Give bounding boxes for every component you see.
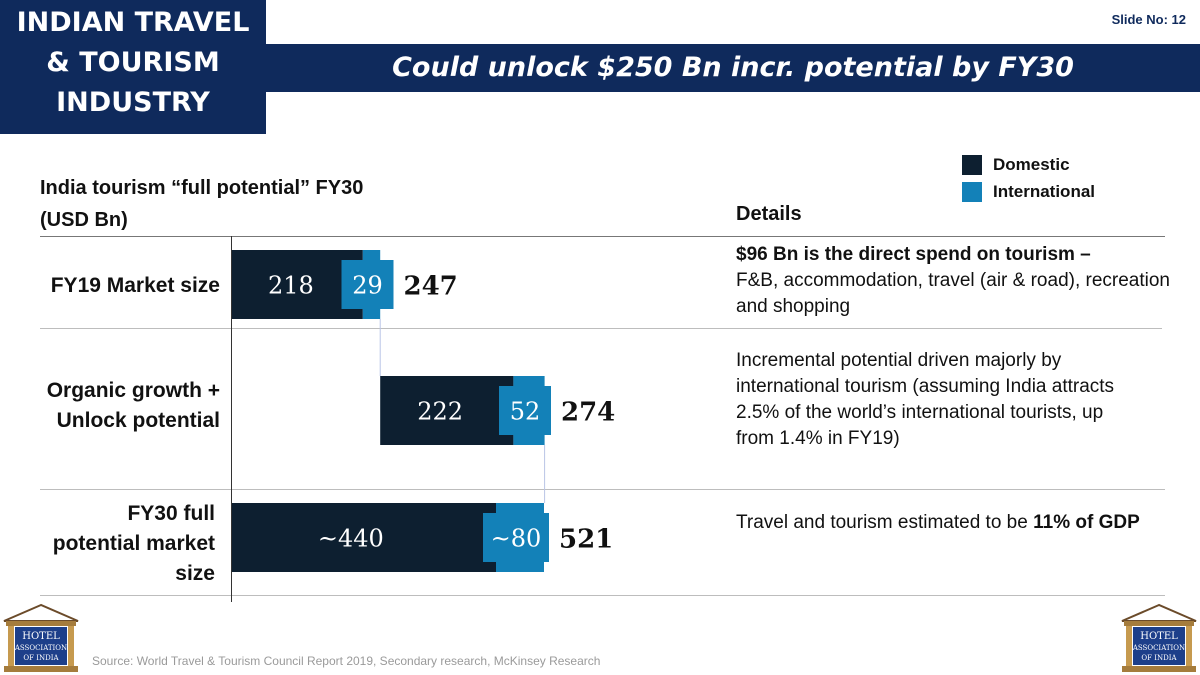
row-label-organic: Organic growth + Unlock potential [47,376,220,436]
logo-text: OF INDIA [23,654,59,662]
bar-international-label-box [499,386,551,435]
data-label-domestic: 218 [268,272,314,300]
legend-item-international: International [962,178,1095,205]
data-label-domestic: 222 [417,398,463,426]
detail-text: Incremental potential driven majorly by … [736,350,1115,449]
row-label-line: potential market [52,532,215,555]
data-label-international: 52 [510,398,541,426]
data-label-international: ~80 [491,525,542,553]
data-label-total: 247 [404,272,458,302]
detail-fy19: $96 Bn is the direct spend on tourism – … [736,242,1176,320]
bar-domestic [232,503,496,572]
header-rule [40,236,1165,237]
row-divider [40,489,1165,490]
detail-highlight: $96 Bn is the direct spend on tourism – [736,244,1091,265]
logo-text: ASSOCIATION [1132,644,1185,652]
bar-international [496,503,544,572]
detail-text: F&B, accommodation, travel (air & road),… [736,270,1171,317]
logo-text: HOTEL [22,631,60,642]
row-label-line: FY19 Market size [50,274,220,297]
section-title-line: INDIAN TRAVEL [16,7,250,38]
detail-highlight: 11% of GDP [1033,512,1140,533]
chart-title-unit: (USD Bn) [40,209,128,231]
detail-fy30: Travel and tourism estimated to be 11% o… [736,510,1146,536]
data-label-total: 274 [561,398,615,428]
source-note: Source: World Travel & Tourism Council R… [92,654,601,668]
data-label-domestic: ~440 [318,525,384,553]
detail-text: Travel and tourism estimated to be [736,512,1034,533]
logo-text: HOTEL [1140,631,1178,642]
slide-number: Slide No: 12 [1111,12,1186,27]
row-label-fy30: FY30 full potential market size [53,499,215,589]
legend-swatch [962,154,982,175]
section-title: INDIAN TRAVEL & TOURISM INDUSTRY [0,0,266,134]
bar-international [513,376,545,445]
bar-domestic [380,376,514,445]
bar-international-label-box [483,513,549,562]
chart-legend: Domestic International [962,151,1095,205]
data-label-total: 521 [559,525,613,555]
chart-title: India tourism “full potential” FY30 (USD… [40,172,363,236]
row-label-fy19: FY19 Market size [51,271,220,301]
row-label-line: Unlock potential [56,409,220,432]
details-title: Details [736,203,802,225]
bar-international [362,250,381,319]
chart-axis [231,236,232,602]
legend-label: Domestic [993,154,1070,174]
bar-domestic [232,250,363,319]
chart-title-line: India tourism “full potential” FY30 [40,177,364,199]
hotel-association-logo-right: HOTEL ASSOCIATION OF INDIA [1121,603,1197,672]
logo-text: ASSOCIATION [14,644,67,652]
section-title-line: INDUSTRY [56,87,210,118]
row-label-line: size [175,562,215,585]
bar-international-label-box [341,260,394,309]
section-title-line: & TOURISM [46,47,220,78]
legend-swatch [962,181,982,202]
slide-title: Could unlock $250 Bn incr. potential by … [266,42,1200,92]
legend-label: International [993,181,1096,201]
row-label-line: FY30 full [127,502,215,525]
legend-item-domestic: Domestic [962,151,1095,178]
row-divider [40,595,1165,596]
detail-organic: Incremental potential driven majorly by … [736,348,1136,452]
logo-text: OF INDIA [1141,654,1177,662]
hotel-association-logo-left: HOTEL ASSOCIATION OF INDIA [3,603,79,672]
data-label-international: 29 [352,272,383,300]
row-label-line: Organic growth + [46,379,220,402]
row-divider [40,328,1162,329]
